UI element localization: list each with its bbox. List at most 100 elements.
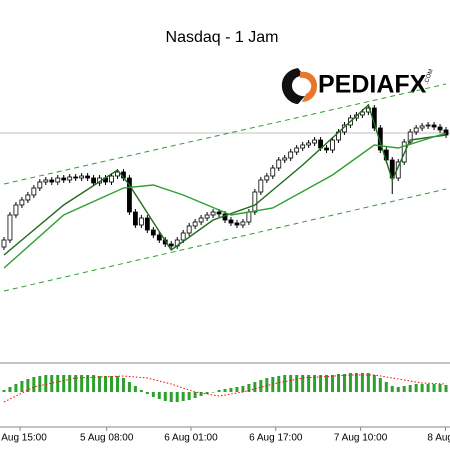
candle-body (7, 214, 13, 241)
candle-body (31, 187, 37, 196)
oscillator-bar (163, 392, 167, 401)
oscillator-bar (390, 386, 394, 392)
candle-body (234, 222, 240, 226)
oscillator-bar (110, 376, 114, 392)
candle-body (407, 131, 413, 143)
oscillator-bar (444, 385, 448, 392)
candle-body (210, 211, 216, 216)
oscillator-bar (193, 392, 197, 398)
candle-body (198, 217, 204, 223)
candle-body (306, 142, 312, 146)
oscillator-bar (92, 375, 96, 392)
candle-body (324, 147, 329, 151)
oscillator-bar (438, 384, 442, 392)
oscillator-bar (139, 390, 143, 392)
candle-body (55, 177, 61, 183)
oscillator-bar (319, 375, 323, 392)
candle-body (109, 175, 114, 183)
oscillator-bar (336, 374, 340, 392)
candle-body (138, 217, 144, 226)
candle-body (300, 144, 306, 149)
candle-body (359, 111, 365, 116)
candle-body (270, 167, 276, 177)
oscillator-bar (229, 388, 233, 392)
oscillator-bar (38, 376, 42, 392)
oscillator-bar (217, 390, 221, 392)
candle-body (443, 129, 449, 136)
moving-average (3, 103, 447, 256)
oscillator-bar (402, 386, 406, 392)
x-tick-label: 6 Aug 01:00 (164, 433, 218, 444)
oscillator-bar (86, 375, 90, 392)
oscillator-bar (20, 381, 24, 392)
oscillator-bar (145, 392, 149, 394)
oscillator-bar (307, 375, 311, 392)
candle-body (13, 204, 19, 216)
logo-icon (300, 71, 318, 102)
candle-body (25, 194, 31, 201)
candle-body (330, 139, 335, 151)
oscillator-bar (50, 375, 54, 392)
oscillator-bar (283, 375, 287, 392)
candle-body (67, 176, 73, 181)
candle-body (377, 127, 383, 151)
candle-body (312, 139, 318, 144)
oscillator-bar (378, 378, 382, 392)
oscillator-bar (247, 384, 251, 392)
oscillator-bar (2, 390, 6, 392)
oscillator-bar (301, 375, 305, 392)
oscillator-bar (372, 375, 376, 392)
candle-body (419, 125, 425, 129)
oscillator-bar (211, 392, 215, 393)
candle-body (294, 147, 300, 153)
oscillator-bar (187, 392, 191, 400)
candle-body (156, 234, 162, 241)
oscillator-bar (62, 375, 66, 392)
candle-body (150, 229, 156, 236)
channel-line (3, 83, 447, 185)
oscillator-bar (408, 385, 412, 392)
oscillator-bar (354, 373, 358, 392)
candle-body (240, 221, 246, 226)
oscillator-bar (348, 373, 352, 392)
candle-body (246, 211, 252, 223)
candle-body (413, 127, 419, 133)
candle-body (144, 217, 150, 231)
oscillator-bar (14, 384, 18, 392)
oscillator-bar (360, 373, 364, 392)
candle-body (258, 179, 264, 193)
oscillator-bar (414, 384, 418, 392)
candle-body (61, 177, 67, 181)
candle-body (204, 214, 210, 219)
candle-body (282, 157, 288, 161)
oscillator-bar (313, 375, 317, 392)
oscillator-bar (157, 392, 161, 399)
oscillator-bar (32, 377, 36, 392)
oscillator-bar (133, 386, 137, 392)
candle-body (19, 199, 25, 206)
oscillator-bar (396, 387, 400, 392)
oscillator-bar (80, 375, 84, 392)
oscillator-bar (331, 375, 335, 392)
oscillator-bar (420, 384, 424, 392)
candle-body (43, 179, 49, 183)
candle-body (276, 159, 282, 169)
oscillator-bar (151, 392, 155, 397)
logo-icon (281, 68, 305, 104)
candle-body (73, 176, 79, 179)
oscillator-bar (98, 376, 102, 392)
candle-body (252, 191, 258, 213)
candle-body (437, 126, 443, 131)
oscillator-bar (121, 378, 125, 392)
candle-body (37, 181, 43, 189)
oscillator-bar (432, 384, 436, 392)
candle-body (1, 239, 7, 248)
oscillator-bar (253, 382, 257, 392)
chart-title: Nasdaq - 1 Jam (166, 29, 279, 46)
oscillator-bar (68, 375, 72, 392)
oscillator-bar (205, 392, 209, 394)
x-tick-label: 6 Aug 17:00 (249, 433, 303, 444)
